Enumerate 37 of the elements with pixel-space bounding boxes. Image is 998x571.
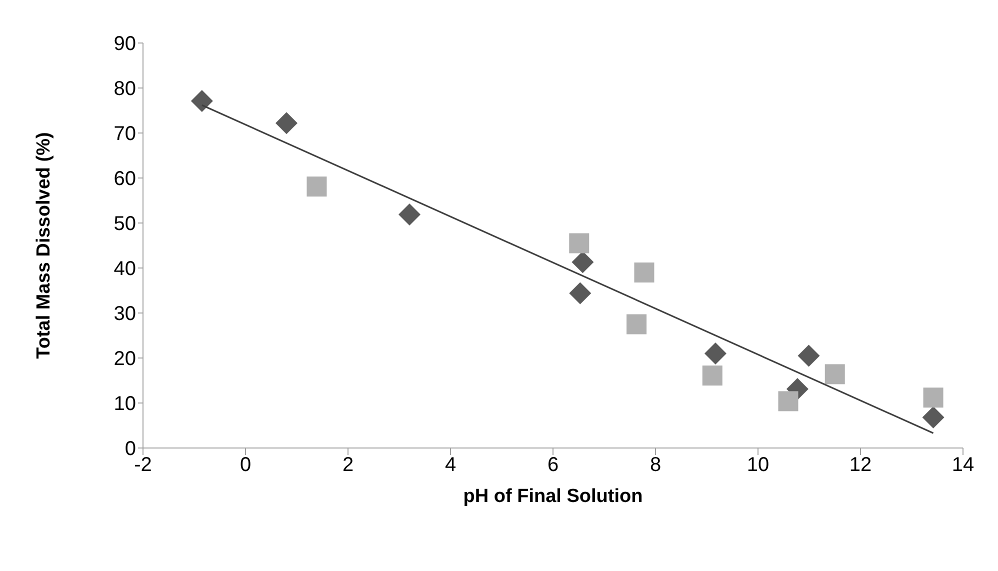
point (306, 176, 327, 197)
x-tick-label: 8 (650, 454, 662, 476)
x-tick-label: 14 (952, 454, 974, 476)
y-tick-label: 60 (114, 168, 136, 190)
y-tick-label: 80 (114, 78, 136, 100)
point (798, 344, 820, 367)
y-tick-label: 10 (114, 393, 136, 416)
x-tick-label: 4 (444, 454, 456, 476)
x-tick-label: 6 (547, 454, 559, 476)
y-axis-title: Total Mass Dissolved (%) (34, 132, 55, 359)
point (398, 203, 420, 226)
y-tick-label: 70 (114, 123, 136, 146)
point (276, 112, 298, 134)
x-tick-label: 0 (240, 454, 252, 476)
x-axis-title: pH of Final Solution (463, 486, 643, 507)
y-tick-label: 40 (114, 258, 136, 280)
point (634, 262, 654, 282)
point (190, 90, 213, 112)
x-tick-label: 10 (746, 454, 770, 476)
point (572, 251, 594, 274)
y-tick-label: 90 (114, 33, 136, 56)
y-tick-label: 50 (114, 213, 136, 236)
point (569, 282, 592, 304)
x-tick-label: 2 (342, 454, 354, 476)
x-tick-label: -2 (134, 454, 152, 476)
point (923, 388, 944, 408)
point (626, 314, 647, 334)
y-tick-label: 20 (114, 348, 136, 370)
y-tick-label: 30 (114, 303, 136, 326)
point (824, 364, 845, 384)
point (702, 366, 722, 386)
point (704, 342, 726, 364)
point (569, 233, 590, 254)
point (922, 406, 944, 428)
y-tick-label: 0 (124, 438, 136, 460)
x-tick-label: 12 (849, 454, 872, 476)
point (778, 391, 798, 412)
